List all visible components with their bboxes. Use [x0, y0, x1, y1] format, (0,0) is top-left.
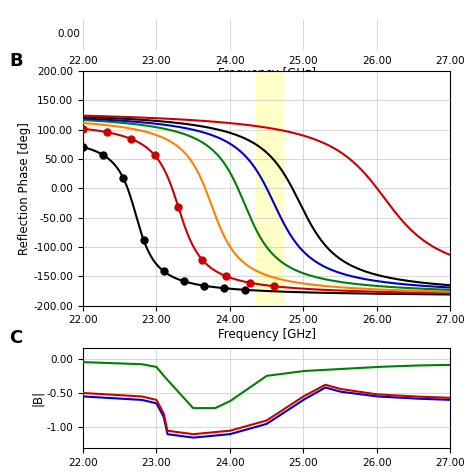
Text: 0.00: 0.00: [58, 29, 81, 39]
Text: B: B: [9, 52, 23, 70]
X-axis label: Frequency [GHz]: Frequency [GHz]: [218, 67, 316, 81]
Y-axis label: |B|: |B|: [31, 390, 44, 406]
Y-axis label: Reflection Phase [deg]: Reflection Phase [deg]: [18, 122, 31, 255]
Text: C: C: [9, 329, 23, 347]
Bar: [255, 71, 283, 306]
X-axis label: Frequency [GHz]: Frequency [GHz]: [218, 328, 316, 341]
